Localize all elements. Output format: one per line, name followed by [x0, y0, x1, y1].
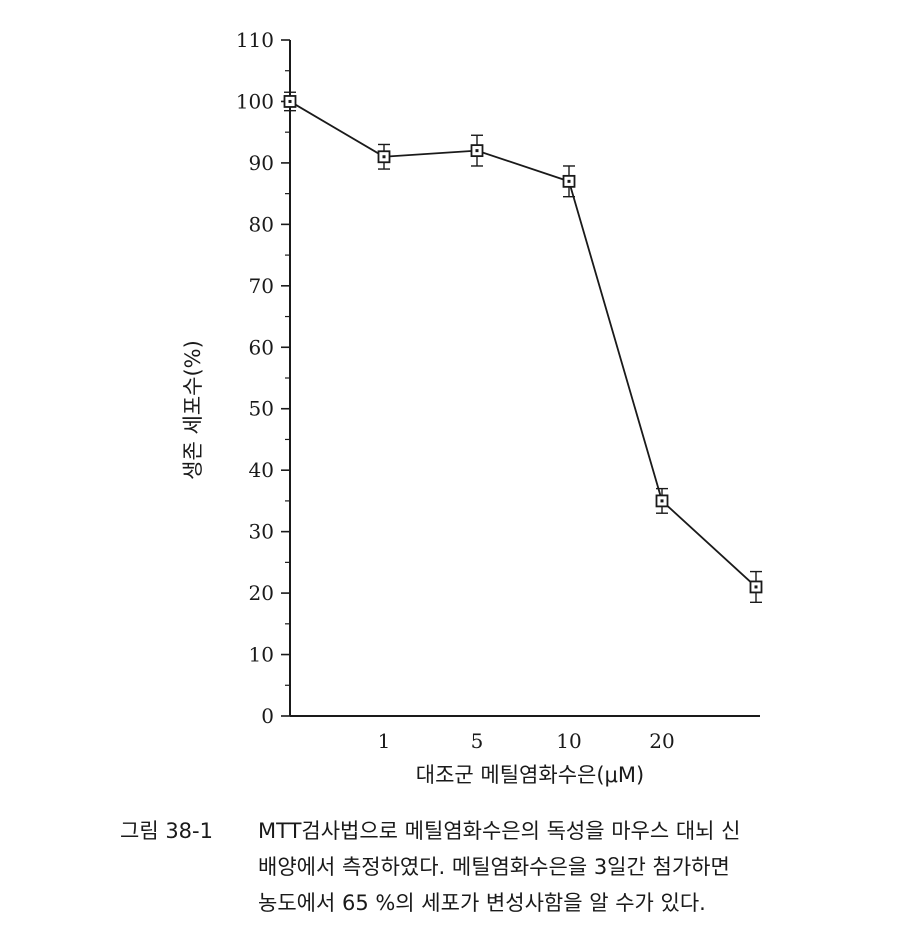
data-point-center — [567, 179, 571, 183]
data-point-center — [475, 149, 479, 153]
y-tick-label-80: 80 — [249, 212, 274, 236]
x-ticks: 1 5 10 20 — [378, 729, 675, 753]
y-tick-label-30: 30 — [249, 520, 274, 544]
y-tick-label-110: 110 — [236, 28, 274, 52]
x-tick-label-10: 10 — [556, 729, 581, 753]
data-point-center — [754, 585, 758, 589]
y-tick-label-50: 50 — [249, 397, 274, 421]
y-tick-label-40: 40 — [249, 458, 274, 482]
figure-caption-line-3: 농도에서 65 %의 세포가 변성사함을 알 수가 있다. — [258, 891, 706, 915]
axes — [289, 40, 760, 717]
data-series — [283, 91, 763, 604]
data-point-center — [382, 155, 386, 159]
y-tick-label-100: 100 — [236, 89, 274, 113]
y-tick-label-20: 20 — [249, 581, 274, 605]
figure-caption-line-1: MTT검사법으로 메틸염화수은의 독성을 마우스 대뇌 신 — [258, 819, 741, 843]
y-axis-label: 생존 세포수(%) — [181, 340, 205, 480]
y-tick-label-10: 10 — [249, 643, 274, 667]
x-tick-label-5: 5 — [471, 729, 484, 753]
y-tick-label-70: 70 — [249, 274, 274, 298]
data-point-center — [288, 99, 292, 103]
series-line — [289, 100, 757, 588]
y-ticks: 0 10 20 30 40 50 60 70 80 90 100 110 — [236, 28, 290, 728]
data-point-center — [660, 499, 664, 503]
y-tick-label-0: 0 — [261, 704, 274, 728]
y-tick-label-90: 90 — [249, 151, 274, 175]
x-tick-label-1: 1 — [378, 729, 391, 753]
x-tick-label-20: 20 — [649, 729, 674, 753]
y-tick-label-60: 60 — [249, 335, 274, 359]
chart: 0 10 20 30 40 50 60 70 80 90 100 110 1 5 10 20 대조군 메틸염… — [181, 28, 763, 787]
figure-caption-label: 그림 38-1 — [120, 819, 213, 843]
x-axis-label: 대조군 메틸염화수은(μM) — [416, 763, 644, 787]
figure-caption-line-2: 배양에서 측정하였다. 메틸염화수은을 3일간 첨가하면 — [258, 855, 730, 879]
